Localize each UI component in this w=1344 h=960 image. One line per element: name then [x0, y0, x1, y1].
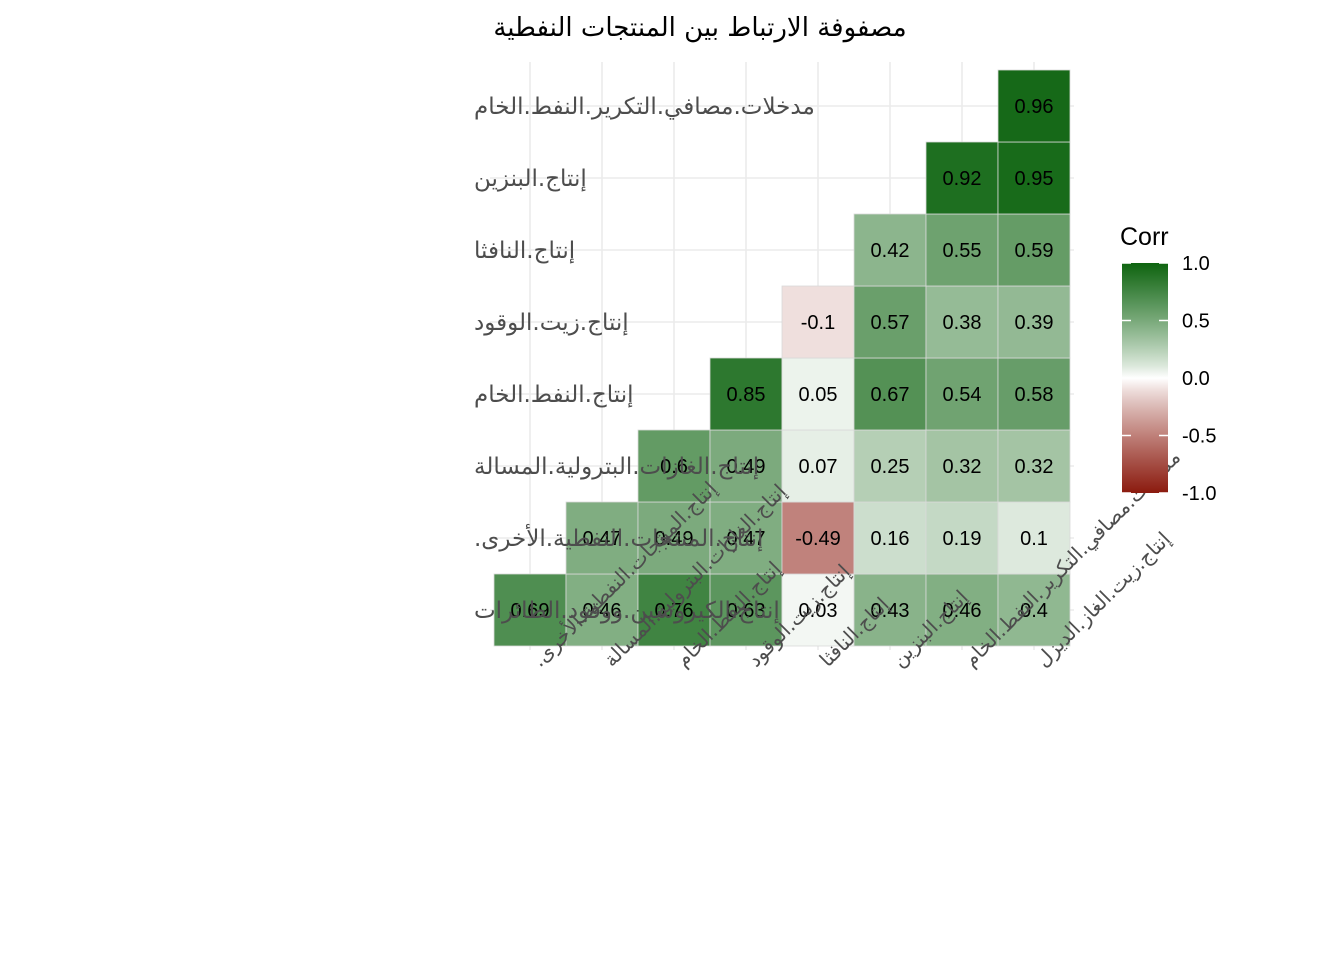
- heatmap-cell: [997, 141, 1071, 215]
- color-legend: Corr 1.0 0.5 0.0 -0.5 -1.0: [1120, 223, 1216, 505]
- heatmap-cell: [925, 573, 999, 647]
- cell-value-label: 0.57: [871, 312, 910, 334]
- heatmap-cell: [997, 501, 1071, 575]
- cell-value-label: 0.32: [1015, 456, 1054, 478]
- heatmap-cell: [853, 285, 927, 359]
- cell-value-label: 0.03: [799, 600, 838, 622]
- cell-value-label: 0.6: [660, 456, 688, 478]
- cell-value-label: 0.46: [583, 600, 622, 622]
- heatmap-cell: [709, 573, 783, 647]
- heatmap-cell: [853, 429, 927, 503]
- heatmap-cell: [565, 573, 639, 647]
- cell-value-label: 0.96: [1015, 96, 1054, 118]
- cell-value-label: 0.43: [871, 600, 910, 622]
- heatmap-cell: [853, 213, 927, 287]
- heatmap-cell: [709, 429, 783, 503]
- heatmap-cell: [565, 501, 639, 575]
- heatmap-cell: [709, 501, 783, 575]
- heatmap-cell: [781, 357, 855, 431]
- cell-value-label: 0.63: [727, 600, 766, 622]
- legend-tick-label: -1.0: [1182, 483, 1216, 505]
- legend-tick-label: -0.5: [1182, 426, 1216, 448]
- y-axis-tick-label: إنتاج.المنتجات.النفطية.الأخرى.: [474, 524, 763, 552]
- heatmap-cell: [637, 501, 711, 575]
- cell-value-label: -0.1: [801, 312, 835, 334]
- cell-value-label: 0.46: [943, 600, 982, 622]
- heatmap-cell: [637, 429, 711, 503]
- cell-value-label: 0.76: [655, 600, 694, 622]
- cell-value-label: 0.67: [871, 384, 910, 406]
- cell-value-label: 0.07: [799, 456, 838, 478]
- cell-value-label: 0.4: [1020, 600, 1048, 622]
- y-axis-labels: إنتاج.الكيروسين.ووقود.الطائرات إنتاج.المن…: [474, 94, 815, 624]
- cell-value-label: 0.69: [511, 600, 550, 622]
- cell-value-label: 0.25: [871, 456, 910, 478]
- cell-value-label: 0.49: [727, 456, 766, 478]
- cell-value-label: 0.32: [943, 456, 982, 478]
- heatmap-cell: [925, 213, 999, 287]
- legend-tick-label: 0.5: [1182, 311, 1210, 333]
- cell-value-label: 0.49: [655, 528, 694, 550]
- cell-value-label: 0.47: [583, 528, 622, 550]
- cell-value-label: 0.59: [1015, 240, 1054, 262]
- heatmap-cell: [997, 69, 1071, 143]
- heatmap-tiles: [493, 69, 1071, 647]
- y-axis-tick-label: إنتاج.الغازات.البترولية.المسالة: [474, 454, 759, 480]
- heatmap-cell: [709, 357, 783, 431]
- cell-value-label: -0.49: [795, 528, 841, 550]
- cell-value-label: 0.95: [1015, 168, 1054, 190]
- heatmap-cell: [997, 285, 1071, 359]
- heatmap-cell: [781, 285, 855, 359]
- cell-value-label: 0.16: [871, 528, 910, 550]
- legend-tick-label: 0.0: [1182, 368, 1210, 390]
- heatmap-cell: [853, 501, 927, 575]
- cell-value-labels: 0.69 0.46 0.76 0.63 0.03 0.43 0.46 0.4 0.47 0.49 0…: [511, 96, 1054, 622]
- cell-value-label: 0.39: [1015, 312, 1054, 334]
- heatmap-cell: [925, 141, 999, 215]
- heatmap-cell: [853, 573, 927, 647]
- cell-value-label: 0.19: [943, 528, 982, 550]
- y-axis-tick-label: إنتاج.النافثا: [474, 238, 575, 264]
- heatmap-cell: [637, 573, 711, 647]
- cell-value-label: 0.54: [943, 384, 982, 406]
- heatmap-cell: [781, 501, 855, 575]
- cell-value-label: 0.1: [1020, 528, 1048, 550]
- cell-value-label: 0.58: [1015, 384, 1054, 406]
- y-axis-tick-label: مدخلات.مصافي.التكرير.النفط.الخام: [474, 94, 815, 120]
- cell-value-label: 0.55: [943, 240, 982, 262]
- heatmap-cell: [493, 573, 567, 647]
- y-axis-tick-label: إنتاج.النفط.الخام: [474, 382, 634, 408]
- heatmap-cell: [781, 573, 855, 647]
- heatmap-cell: [997, 357, 1071, 431]
- y-axis-tick-label: إنتاج.زيت.الوقود: [474, 310, 629, 336]
- legend-tick-label: 1.0: [1182, 253, 1210, 275]
- cell-value-label: 0.42: [871, 240, 910, 262]
- legend-ticks: 1.0 0.5 0.0 -0.5 -1.0: [1122, 253, 1216, 505]
- cell-value-label: 0.85: [727, 384, 766, 406]
- cell-value-label: 0.38: [943, 312, 982, 334]
- y-axis-tick-label: إنتاج.الكيروسين.ووقود.الطائرات: [474, 598, 780, 624]
- heatmap-cell: [997, 429, 1071, 503]
- heatmap-cell: [925, 429, 999, 503]
- cell-value-label: 0.92: [943, 168, 982, 190]
- heatmap-cell: [997, 573, 1071, 647]
- cell-value-label: 0.05: [799, 384, 838, 406]
- y-axis-tick-label: إنتاج.البنزين: [474, 166, 587, 192]
- chart-title: مصفوفة الارتباط بين المنتجات النفطية: [493, 13, 906, 43]
- legend-title: Corr: [1120, 223, 1169, 251]
- heatmap-cell: [925, 501, 999, 575]
- cell-value-label: 0.47: [727, 528, 766, 550]
